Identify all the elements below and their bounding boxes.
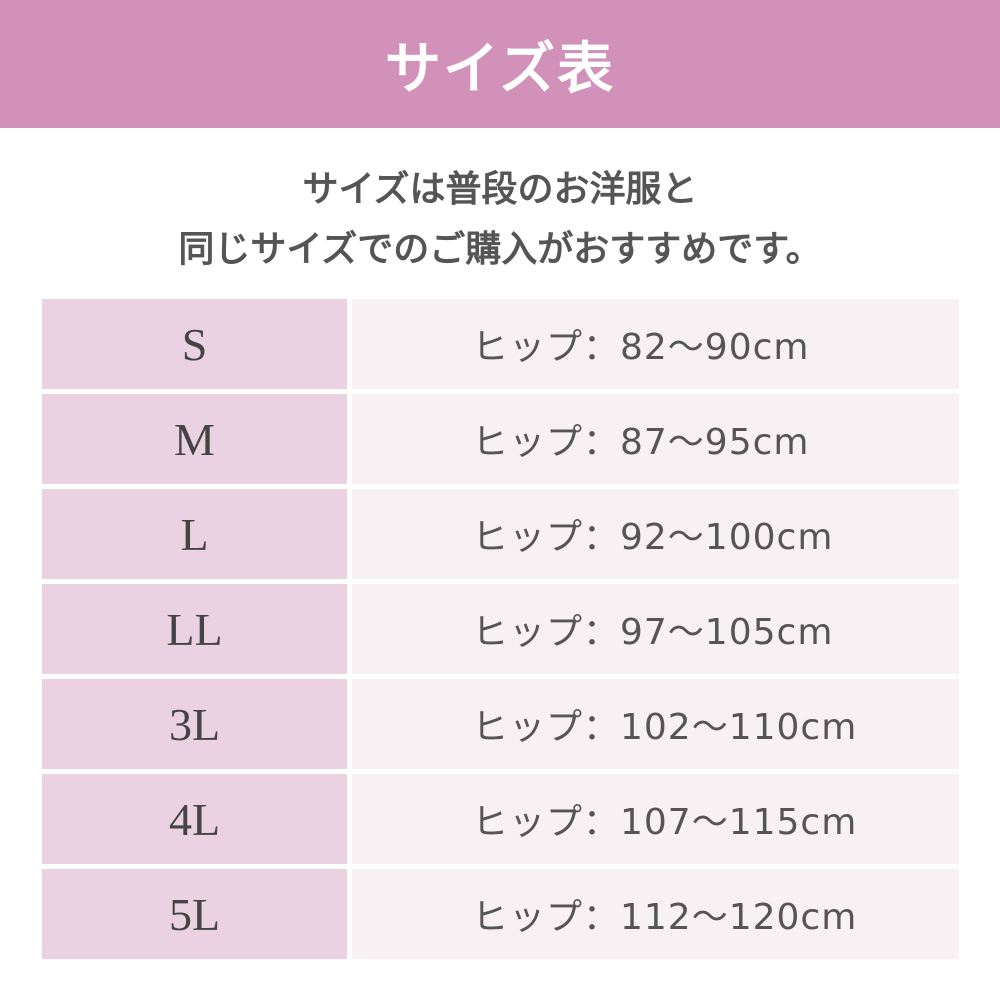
table-row: S ヒップ：82〜90cm [42, 299, 959, 389]
size-measurement: ヒップ：102〜110cm [352, 679, 959, 769]
size-measurement: ヒップ：82〜90cm [352, 299, 959, 389]
size-label: 4L [42, 774, 347, 864]
size-label: LL [42, 584, 347, 674]
size-label: L [42, 489, 347, 579]
size-measurement: ヒップ：97〜105cm [352, 584, 959, 674]
intro-text: サイズは普段のお洋服と 同じサイズでのご購入がおすすめです。 [0, 160, 1000, 280]
size-measurement: ヒップ：107〜115cm [352, 774, 959, 864]
size-label: S [42, 299, 347, 389]
size-label: 5L [42, 869, 347, 959]
size-table: S ヒップ：82〜90cm M ヒップ：87〜95cm L ヒップ：92〜100cm … [42, 299, 959, 964]
size-label: M [42, 394, 347, 484]
table-row: L ヒップ：92〜100cm [42, 489, 959, 579]
size-measurement: ヒップ：87〜95cm [352, 394, 959, 484]
table-row: 3L ヒップ：102〜110cm [42, 679, 959, 769]
header-banner: サイズ表 [0, 0, 1000, 128]
page-title: サイズ表 [384, 35, 616, 102]
table-row: LL ヒップ：97〜105cm [42, 584, 959, 674]
size-measurement: ヒップ：112〜120cm [352, 869, 959, 959]
intro-line-2: 同じサイズでのご購入がおすすめです。 [178, 229, 822, 270]
size-measurement: ヒップ：92〜100cm [352, 489, 959, 579]
table-row: 4L ヒップ：107〜115cm [42, 774, 959, 864]
table-row: 5L ヒップ：112〜120cm [42, 869, 959, 959]
intro-line-1: サイズは普段のお洋服と [302, 169, 698, 210]
size-label: 3L [42, 679, 347, 769]
table-row: M ヒップ：87〜95cm [42, 394, 959, 484]
